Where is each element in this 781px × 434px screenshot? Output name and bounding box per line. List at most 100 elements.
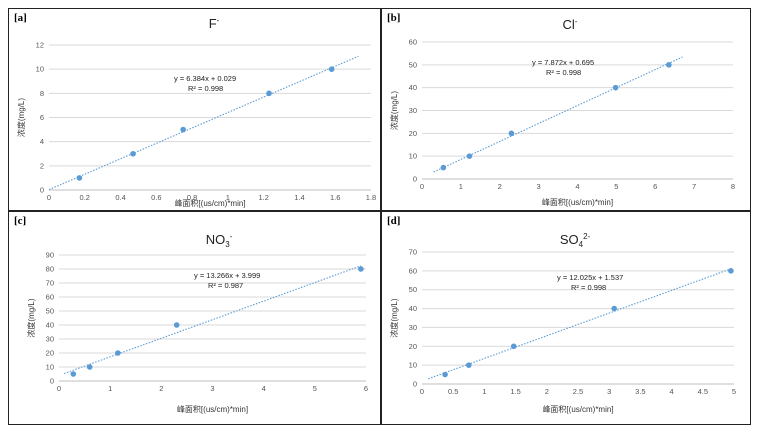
x-tick-label: 2: [159, 384, 163, 393]
x-axis-label: 峰面积[(us/cm)*min]: [174, 198, 245, 208]
trendline-equation: y = 6.384x + 0.029: [174, 74, 236, 83]
trendline-equation: y = 12.025x + 1.537: [557, 273, 623, 282]
y-tick-label: 60: [409, 266, 417, 275]
data-point: [611, 305, 617, 312]
x-tick-label: 3: [210, 384, 214, 393]
x-tick-label: 5: [732, 387, 736, 396]
data-point: [328, 66, 335, 72]
chart-title-main: NO: [206, 232, 226, 247]
x-tick-label: 0: [420, 387, 424, 396]
x-tick-label: 2: [545, 387, 549, 396]
y-tick-label: 30: [409, 323, 417, 332]
y-tick-label: 2: [40, 161, 44, 170]
chart-title-superscript: -: [230, 232, 233, 241]
chart-title-main: SO: [560, 232, 579, 247]
y-axis-label: 浓度(mg/L): [389, 298, 399, 337]
y-axis-label: 浓度(mg/L): [16, 98, 26, 137]
y-tick-label: 10: [409, 152, 417, 161]
x-tick-label: 0.8: [187, 193, 197, 202]
chart-title-subscript: 4: [579, 240, 584, 249]
y-tick-label: 60: [46, 293, 54, 302]
x-tick-label: 6: [653, 182, 657, 191]
y-tick-label: 90: [46, 251, 54, 260]
x-tick-label: 4: [670, 387, 674, 396]
y-tick-label: 12: [36, 41, 44, 50]
x-tick-label: 1: [226, 193, 230, 202]
x-tick-label: 2: [498, 182, 502, 191]
chart-title: F-: [209, 16, 220, 31]
x-tick-label: 3.5: [635, 387, 645, 396]
chart-panel-f: [a] F- 0 2 4 6 8 10 12 0 0.2 0.4 0.6 0.8 1 1.2 1.4 1.6 1.…: [8, 8, 381, 211]
panel-tag: [b]: [387, 12, 401, 24]
data-point: [86, 364, 93, 370]
y-tick-label: 80: [46, 265, 54, 274]
chart-title-superscript: -: [217, 16, 220, 25]
x-tick-label: 4: [575, 182, 579, 191]
y-tick-label: 0: [40, 186, 44, 195]
trendline: [428, 268, 732, 380]
data-point: [508, 130, 515, 137]
x-tick-label: 3: [537, 182, 541, 191]
y-tick-label: 70: [46, 279, 54, 288]
x-tick-label: 1.6: [330, 193, 340, 202]
x-tick-label: 1.2: [258, 193, 268, 202]
r-squared: R² = 0.998: [546, 68, 581, 77]
x-tick-label: 0.4: [115, 193, 125, 202]
chart-title: NO3-: [206, 232, 233, 249]
x-tick-label: 3: [607, 387, 611, 396]
chart-title-subscript: 3: [225, 240, 230, 249]
x-tick-label: 0: [47, 193, 51, 202]
x-tick-label: 0: [420, 182, 424, 191]
x-tick-label: 4.5: [698, 387, 708, 396]
x-tick-label: 1.5: [510, 387, 520, 396]
data-point: [115, 350, 121, 356]
x-tick-label: 1: [482, 387, 486, 396]
chart-title-main: F: [209, 16, 217, 31]
data-point: [612, 84, 619, 91]
x-tick-label: 5: [313, 384, 317, 393]
x-tick-label: 0.6: [151, 193, 161, 202]
y-tick-label: 0: [413, 380, 417, 389]
y-tick-label: 20: [46, 349, 54, 358]
x-axis-label: 峰面积[(us/cm)*min]: [542, 404, 613, 414]
y-axis-label: 浓度(mg/L): [26, 298, 36, 337]
r-squared: R² = 0.987: [208, 281, 243, 290]
x-tick-label: 6: [364, 384, 368, 393]
y-tick-label: 0: [413, 175, 417, 184]
data-point: [70, 371, 77, 377]
y-tick-label: 50: [46, 307, 54, 316]
x-tick-label: 2.5: [573, 387, 583, 396]
x-tick-label: 5: [614, 182, 618, 191]
x-tick-label: 0.2: [80, 193, 90, 202]
chart-panel-cl: [b] Cl- 0 10 20 30 40 50 60 0 1 2 3 4 5 6 7 8 峰面积[(us/cm)…: [381, 8, 751, 211]
y-tick-label: 40: [409, 304, 417, 313]
x-tick-label: 1.4: [294, 193, 304, 202]
y-tick-label: 30: [409, 106, 417, 115]
x-tick-label: 1: [108, 384, 112, 393]
data-point: [466, 362, 472, 368]
data-point: [728, 268, 734, 274]
y-tick-label: 10: [46, 363, 54, 372]
data-point: [358, 266, 364, 272]
y-tick-label: 4: [40, 137, 44, 146]
chart-title-superscript: 2-: [583, 232, 590, 241]
y-tick-label: 6: [40, 113, 44, 122]
y-tick-label: 60: [409, 38, 417, 47]
data-point: [666, 62, 672, 68]
y-tick-label: 30: [46, 335, 54, 344]
data-point: [173, 322, 180, 328]
y-axis-label: 浓度(mg/L): [389, 91, 399, 130]
y-tick-label: 10: [36, 65, 44, 74]
y-tick-label: 8: [40, 89, 44, 98]
data-point: [266, 90, 272, 97]
x-tick-label: 7: [692, 182, 696, 191]
data-point: [130, 150, 136, 157]
chart-panel-so4: [d] SO42- 0 10 20 30 40 50 60 70 0 0.5 1 1.5 2 2.5 3 3.5…: [381, 211, 751, 425]
y-tick-label: 50: [409, 285, 417, 294]
x-tick-label: 0.5: [448, 387, 458, 396]
y-tick-label: 20: [409, 129, 417, 138]
x-axis-label: 峰面积[(us/cm)*min]: [177, 404, 248, 414]
trendline: [48, 55, 359, 191]
data-point: [76, 175, 83, 181]
